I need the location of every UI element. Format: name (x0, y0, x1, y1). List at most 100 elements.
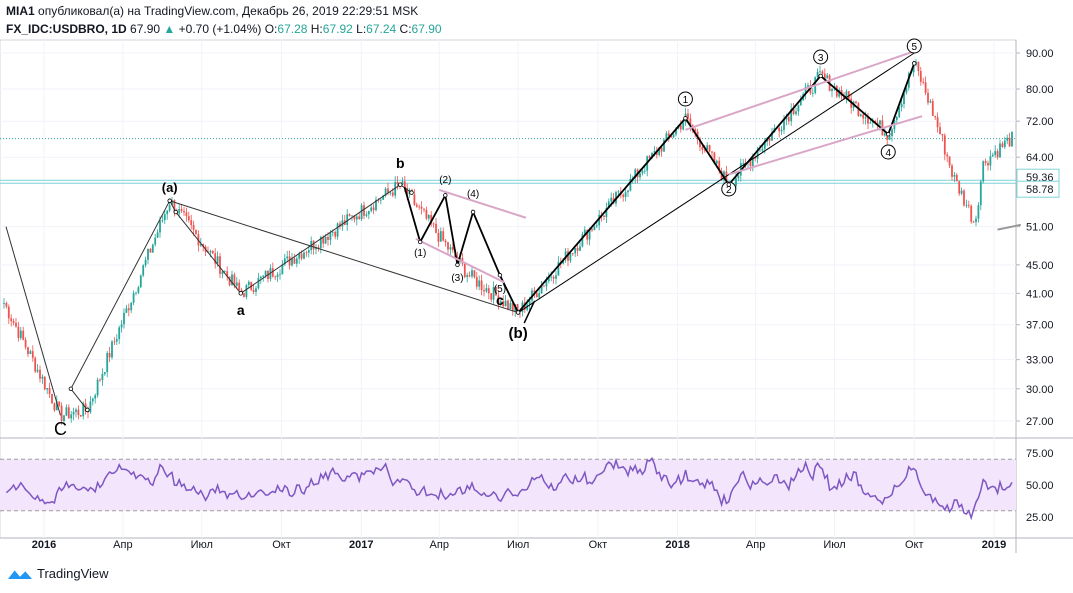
candle-body (178, 209, 181, 214)
candle-body (173, 200, 176, 213)
candle-body (967, 205, 970, 206)
candle-body (360, 205, 363, 220)
candle-body (190, 220, 193, 226)
wave-label: a (237, 302, 245, 318)
candle-body (979, 181, 982, 206)
candle-body (283, 258, 286, 265)
candle-body (120, 324, 123, 328)
candle-body (862, 114, 865, 119)
candle-body (555, 275, 557, 279)
candle-body (960, 190, 963, 194)
candle-body (31, 351, 34, 358)
candle-body (670, 135, 673, 138)
candle-body (271, 268, 274, 277)
brand[interactable]: TradingView (7, 566, 109, 581)
channel-line (169, 200, 519, 314)
candle-body (394, 182, 397, 196)
candle-body (552, 276, 555, 279)
candle-body (274, 276, 277, 278)
candle-body (569, 253, 572, 261)
candle-body (804, 86, 807, 94)
candle-body (125, 308, 128, 313)
candles (3, 59, 1013, 425)
candle-body (115, 339, 118, 342)
candle-body (845, 91, 848, 100)
candle-body (60, 405, 63, 422)
candle-body (48, 388, 51, 394)
candle-body (72, 411, 75, 415)
candle-body (303, 252, 305, 259)
candle-body (365, 214, 368, 216)
candle-body (238, 282, 241, 290)
candle-body (593, 226, 596, 231)
candle-body (718, 160, 721, 171)
rsi-tick-label: 50.00 (1026, 480, 1054, 492)
candle-body (984, 161, 987, 164)
candle-body (816, 72, 819, 78)
candle-body (963, 190, 965, 206)
candle-body (91, 398, 94, 402)
wave-line (70, 388, 88, 411)
brand-name: TradingView (37, 566, 109, 581)
candle-body (994, 151, 997, 155)
candle-body (610, 197, 613, 202)
candle-body (533, 290, 536, 293)
candle-body (123, 312, 125, 325)
candle-body (295, 258, 298, 264)
y-tick-label: 30.00 (1026, 384, 1054, 396)
wave-label: 3 (818, 53, 824, 64)
rsi-line (5, 456, 1013, 521)
candle-body (970, 205, 973, 222)
candle-body (927, 92, 929, 103)
candle-body (955, 174, 958, 182)
candle-body (735, 178, 737, 186)
up-arrow-icon: ▲ (163, 22, 176, 36)
candle-body (298, 253, 301, 259)
x-tick-label: 2016 (32, 539, 56, 551)
candle-body (331, 231, 334, 233)
rsi-tick-label: 75.00 (1026, 448, 1054, 460)
candle-body (468, 275, 471, 277)
candle-body (34, 357, 37, 372)
candle-body (929, 101, 932, 103)
candle-body (435, 223, 437, 233)
x-tick-label: Окт (905, 539, 924, 551)
candle-body (257, 278, 260, 289)
y-tick-label: 45.00 (1026, 260, 1054, 272)
candle-body (607, 201, 610, 209)
candle-body (785, 117, 788, 120)
grid (0, 39, 1073, 553)
candle-body (564, 251, 567, 260)
candle-body (571, 253, 574, 255)
candle-body (12, 321, 15, 323)
wave-impulse-line (403, 63, 916, 315)
candle-body (545, 281, 548, 287)
x-tick-label: Апр (746, 539, 765, 551)
low-label: L: (356, 22, 367, 36)
candle-body (235, 282, 238, 286)
candle-body (538, 293, 541, 298)
candle-body (151, 244, 154, 253)
candle-body (432, 223, 435, 225)
candle-body (502, 301, 505, 307)
wave-vertex (85, 407, 90, 413)
horizontal-levels (0, 138, 1016, 184)
channel-line (438, 188, 527, 219)
candle-body (312, 240, 315, 250)
candle-body (300, 253, 303, 259)
candle-body (36, 369, 39, 372)
wave-label: (2) (439, 175, 451, 186)
tradingview-logo-icon (8, 569, 32, 579)
candle-body (737, 175, 740, 179)
candle-body (63, 415, 65, 422)
candle-body (70, 414, 73, 419)
open-value: 67.28 (277, 22, 308, 36)
candle-body (859, 114, 862, 116)
candle-body (903, 92, 905, 104)
candle-body (118, 327, 121, 340)
wave-label: 1 (683, 95, 689, 106)
candle-body (329, 232, 332, 240)
candle-body (487, 288, 490, 294)
candle-body (130, 302, 133, 311)
